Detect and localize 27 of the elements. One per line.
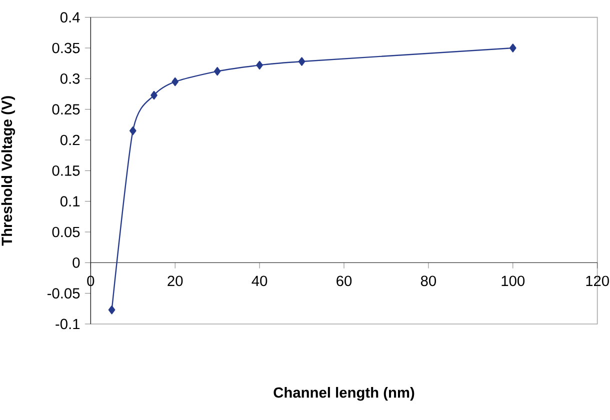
x-tick-label: 20 xyxy=(168,276,183,286)
point xyxy=(108,306,116,314)
y-tick-label: 0 xyxy=(72,257,80,268)
y-tick-label: 0.05 xyxy=(52,226,80,238)
y-tick-label: 0.4 xyxy=(60,12,80,23)
y-tick-label: 0.25 xyxy=(52,104,80,115)
x-tick-label: 40 xyxy=(252,276,268,286)
point xyxy=(129,126,136,136)
y-tick-label: 0.3 xyxy=(60,73,80,84)
y-tick-label: 0.35 xyxy=(52,42,80,54)
x-tick-label: 100 xyxy=(502,276,525,286)
y-tick-label: 0.2 xyxy=(60,134,80,146)
point xyxy=(214,66,221,76)
point xyxy=(509,44,516,52)
x-tick-label: 60 xyxy=(336,276,352,286)
y-axis-title: Threshold Voltage (V) xyxy=(1,96,16,246)
point xyxy=(298,57,306,66)
x-axis-title: Channel length (nm) xyxy=(274,386,414,401)
x-tick-label: 120 xyxy=(586,276,609,286)
y-tick-label: -0.1 xyxy=(56,318,80,330)
point xyxy=(150,90,158,100)
point xyxy=(256,60,263,70)
y-tick-label: -0.05 xyxy=(47,288,80,299)
y-tick-label: 0.1 xyxy=(60,196,80,207)
x-tick-label: 80 xyxy=(420,276,436,286)
y-tick-label: 0.15 xyxy=(52,165,80,176)
point xyxy=(172,77,179,86)
